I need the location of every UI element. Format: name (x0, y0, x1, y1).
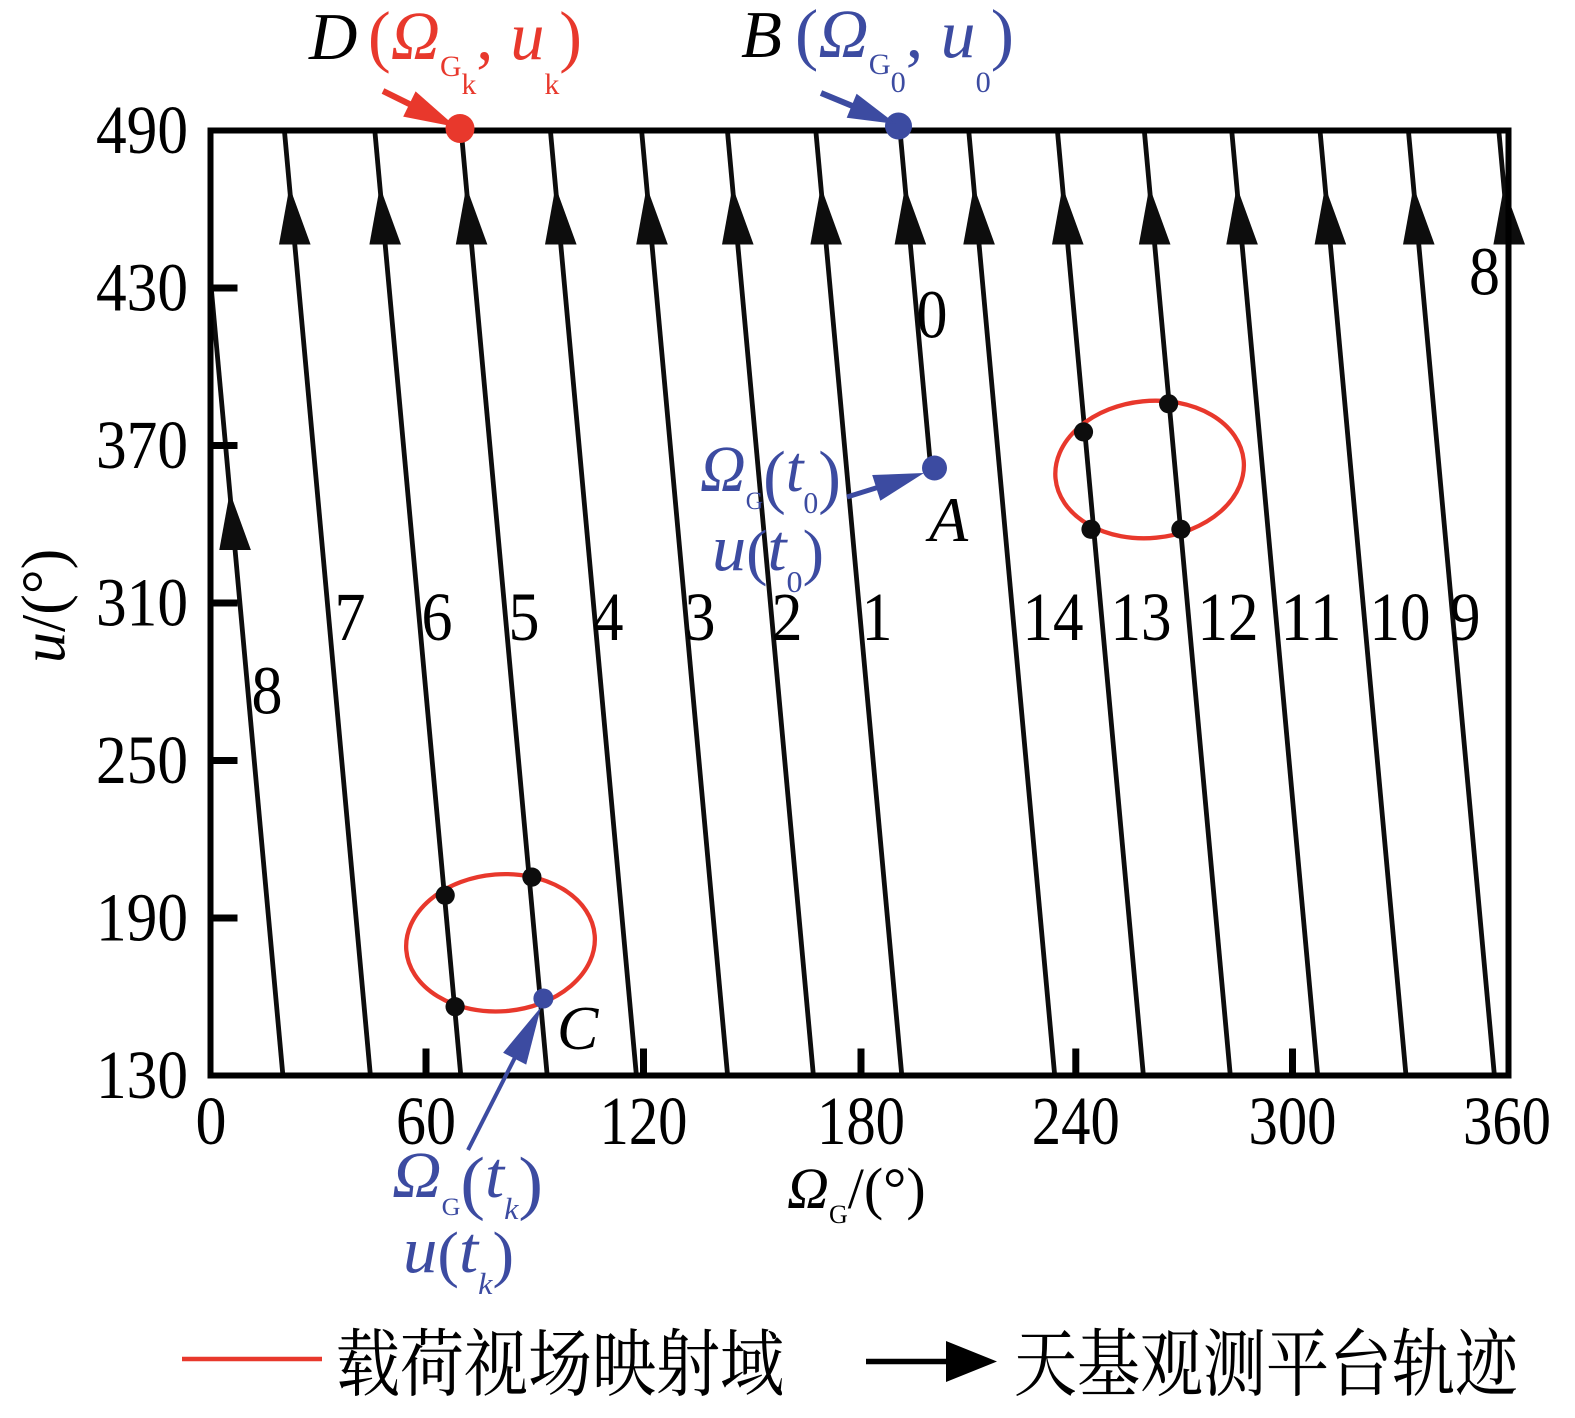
svg-text:370: 370 (96, 407, 188, 483)
svg-text:120: 120 (600, 1083, 688, 1159)
svg-text:12: 12 (1198, 579, 1259, 655)
svg-text:u(t0): u(t0) (712, 512, 824, 599)
svg-text:D: D (308, 0, 357, 74)
svg-text:ΩG(tk): ΩG(tk) (392, 1139, 543, 1226)
svg-text:ΩG(t0): ΩG(t0) (700, 433, 841, 520)
svg-text:300: 300 (1249, 1083, 1337, 1159)
svg-text:u(tk): u(tk) (403, 1214, 514, 1301)
svg-text:13: 13 (1111, 579, 1172, 655)
svg-text:7: 7 (335, 579, 366, 655)
svg-text:4: 4 (593, 579, 624, 655)
svg-text:0: 0 (196, 1083, 227, 1159)
svg-text:B: B (741, 0, 782, 72)
svg-text:A: A (925, 484, 969, 555)
svg-text:310: 310 (96, 565, 188, 641)
svg-text:u/(°): u/(°) (11, 549, 79, 663)
svg-text:ΩG/(°): ΩG/(°) (787, 1156, 926, 1229)
svg-text:3: 3 (685, 579, 716, 655)
svg-text:C: C (557, 995, 599, 1063)
svg-text:6: 6 (422, 579, 453, 655)
svg-text:8: 8 (1469, 234, 1500, 310)
svg-text:11: 11 (1281, 579, 1342, 655)
svg-text:1: 1 (862, 579, 893, 655)
svg-text:430: 430 (96, 250, 188, 326)
svg-text:490: 490 (96, 92, 188, 168)
svg-text:240: 240 (1032, 1083, 1120, 1159)
svg-text:180: 180 (817, 1083, 905, 1159)
svg-text:9: 9 (1450, 579, 1481, 655)
svg-text:60: 60 (396, 1083, 456, 1159)
svg-text:5: 5 (509, 579, 540, 655)
svg-text:190: 190 (96, 880, 188, 956)
svg-text:0: 0 (917, 277, 948, 353)
svg-text:8: 8 (252, 653, 283, 729)
svg-text:360: 360 (1463, 1083, 1551, 1159)
svg-text:130: 130 (96, 1037, 188, 1113)
svg-text:250: 250 (96, 722, 188, 798)
svg-text:10: 10 (1370, 579, 1431, 655)
svg-text:2: 2 (772, 579, 803, 655)
svg-text:14: 14 (1023, 579, 1084, 655)
